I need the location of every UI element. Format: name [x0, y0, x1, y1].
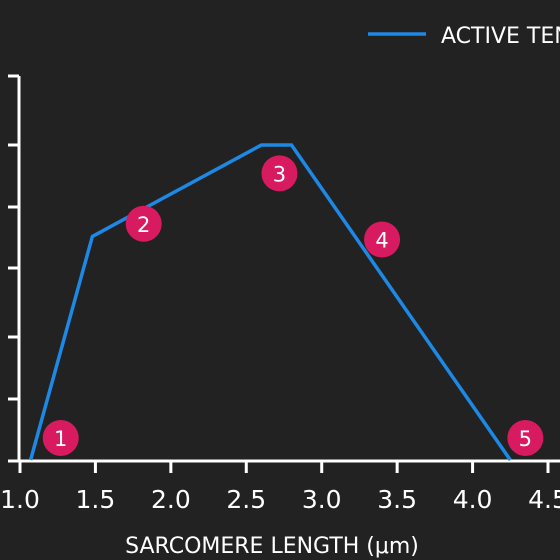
y-axis — [8, 74, 21, 462]
annotation-label: 4 — [375, 229, 388, 253]
x-axis-title: SARCOMERE LENGTH (μm) — [125, 534, 419, 559]
annotation-layer: 1 2 3 4 5 — [42, 155, 544, 456]
annotation-label: 3 — [273, 162, 286, 186]
annotation-badge — [42, 419, 79, 456]
x-tick-label: 1.5 — [76, 485, 116, 514]
x-tick-label: 3.5 — [377, 485, 417, 514]
annotation-label: 5 — [519, 427, 532, 451]
annotation-badge — [364, 221, 401, 258]
annotation-badge — [125, 205, 162, 242]
legend-label: ACTIVE TENSION — [441, 24, 560, 49]
series-layer — [28, 143, 512, 461]
x-tick-label: 1.0 — [0, 485, 40, 514]
x-tick-label: 4.0 — [453, 485, 493, 514]
x-tick-label: 4.5 — [528, 485, 560, 514]
x-tick-label: 2.0 — [151, 485, 191, 514]
annotation-badge — [507, 419, 544, 456]
series-line — [28, 143, 512, 461]
x-tick-label: 3.0 — [302, 485, 342, 514]
x-axis: 1.0 1.5 2.0 2.5 3.0 3.5 4.0 4.5 — [0, 459, 560, 514]
annotation-label: 2 — [137, 213, 150, 237]
legend: ACTIVE TENSION — [368, 24, 560, 49]
annotation-label: 1 — [54, 427, 67, 451]
x-tick-label: 2.5 — [226, 485, 266, 514]
annotation-badge — [261, 155, 298, 192]
